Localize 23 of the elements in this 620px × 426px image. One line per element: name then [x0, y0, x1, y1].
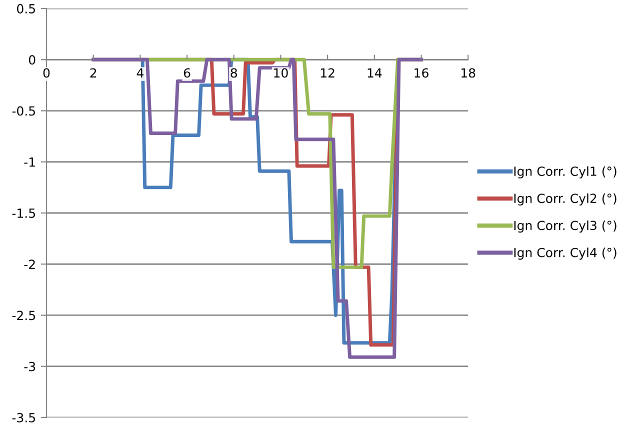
y-tick-label: -2 — [24, 260, 35, 269]
y-tick-label: -2.5 — [12, 310, 35, 320]
y-tick-label: -0.5 — [12, 106, 35, 116]
y-tick-label: -3 — [24, 362, 36, 372]
x-tick-label: 0 — [43, 68, 50, 78]
y-tick-label: 0 — [28, 55, 36, 65]
legend-label: Ign Corr. Cyl4 (°) — [514, 248, 616, 260]
x-tick-label: 2 — [90, 68, 96, 78]
y-tick-label: -1.5 — [12, 208, 35, 218]
x-tick-label: 18 — [462, 68, 476, 78]
x-tick-label: 10 — [274, 68, 288, 78]
x-tick-label: 16 — [414, 68, 428, 78]
x-tick-label: 6 — [184, 68, 190, 78]
y-tick-label: 0.5 — [17, 4, 35, 14]
legend-label: Ign Corr. Cyl3 (°) — [514, 220, 616, 233]
x-tick-label: 8 — [230, 68, 237, 78]
y-tick-label: -1 — [24, 158, 35, 167]
x-tick-label: 4 — [136, 68, 144, 78]
legend-label: Ign Corr. Cyl2 (°) — [514, 193, 616, 206]
x-tick-label: 12 — [320, 68, 334, 78]
x-tick-label: 14 — [368, 68, 382, 78]
legend-label: Ign Corr. Cyl1 (°) — [514, 166, 616, 178]
y-tick-label: -3.5 — [12, 412, 35, 422]
